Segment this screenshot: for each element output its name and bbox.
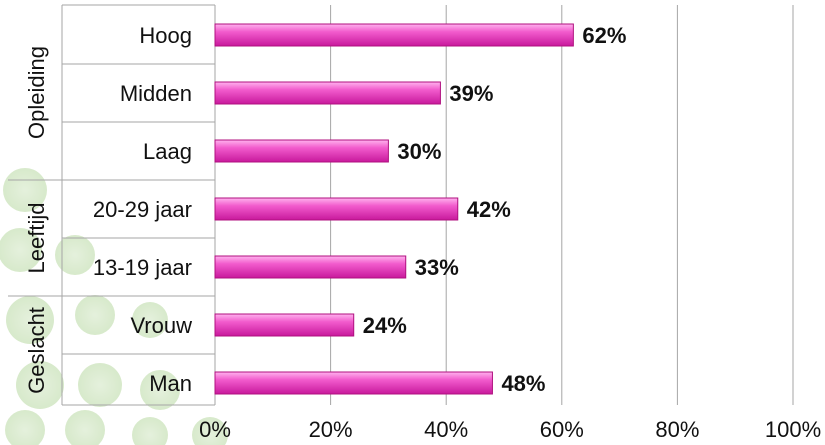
- value-label: 33%: [415, 255, 459, 280]
- category-label: Midden: [120, 81, 192, 106]
- background-blob: [140, 370, 180, 410]
- value-label: 62%: [582, 23, 626, 48]
- x-axis-tick-labels: 0% 20% 40% 60% 80% 100%: [199, 417, 821, 442]
- x-tick-label: 100%: [765, 417, 821, 442]
- value-label: 48%: [501, 371, 545, 396]
- group-labels: Opleiding Leeftijd Geslacht: [8, 4, 215, 406]
- x-tick-label: 80%: [655, 417, 699, 442]
- value-label: 24%: [363, 313, 407, 338]
- background-blob: [3, 168, 47, 212]
- category-label: 13-19 jaar: [93, 255, 192, 280]
- category-label: 20-29 jaar: [93, 197, 192, 222]
- value-label: 42%: [467, 197, 511, 222]
- bar: [214, 81, 441, 105]
- background-blob: [132, 417, 168, 445]
- bar: [214, 255, 407, 279]
- category-label: Vrouw: [130, 313, 192, 338]
- group-label: Geslacht: [24, 307, 49, 394]
- x-tick-label: 0%: [199, 417, 231, 442]
- x-tick-label: 60%: [540, 417, 584, 442]
- background-blob: [0, 228, 42, 272]
- value-label: 30%: [397, 139, 441, 164]
- category-label: Hoog: [139, 23, 192, 48]
- category-label: Man: [149, 371, 192, 396]
- category-label: Laag: [143, 139, 192, 164]
- bar: [214, 313, 355, 337]
- group-label: Opleiding: [24, 46, 49, 139]
- background-blob: [65, 410, 105, 445]
- bar: [214, 139, 389, 163]
- x-tick-label: 20%: [309, 417, 353, 442]
- background-blob: [5, 410, 45, 445]
- bar: [214, 371, 493, 395]
- background-blob: [78, 363, 122, 407]
- bar: [214, 23, 574, 47]
- category-labels: Hoog Midden Laag 20-29 jaar 13-19 jaar Vrouw M…: [93, 23, 192, 396]
- bar: [214, 197, 459, 221]
- value-labels: 62% 39% 30% 42% 33% 24% 48%: [363, 23, 627, 396]
- group-label: Leeftijd: [24, 203, 49, 274]
- background-decoration: [0, 168, 228, 445]
- bars: [214, 23, 574, 395]
- background-blob: [6, 296, 54, 344]
- background-blob: [55, 235, 95, 275]
- background-blob: [132, 302, 168, 338]
- background-blob: [75, 295, 115, 335]
- value-label: 39%: [449, 81, 493, 106]
- x-tick-label: 40%: [424, 417, 468, 442]
- background-blob: [16, 361, 64, 409]
- background-blob: [192, 417, 228, 445]
